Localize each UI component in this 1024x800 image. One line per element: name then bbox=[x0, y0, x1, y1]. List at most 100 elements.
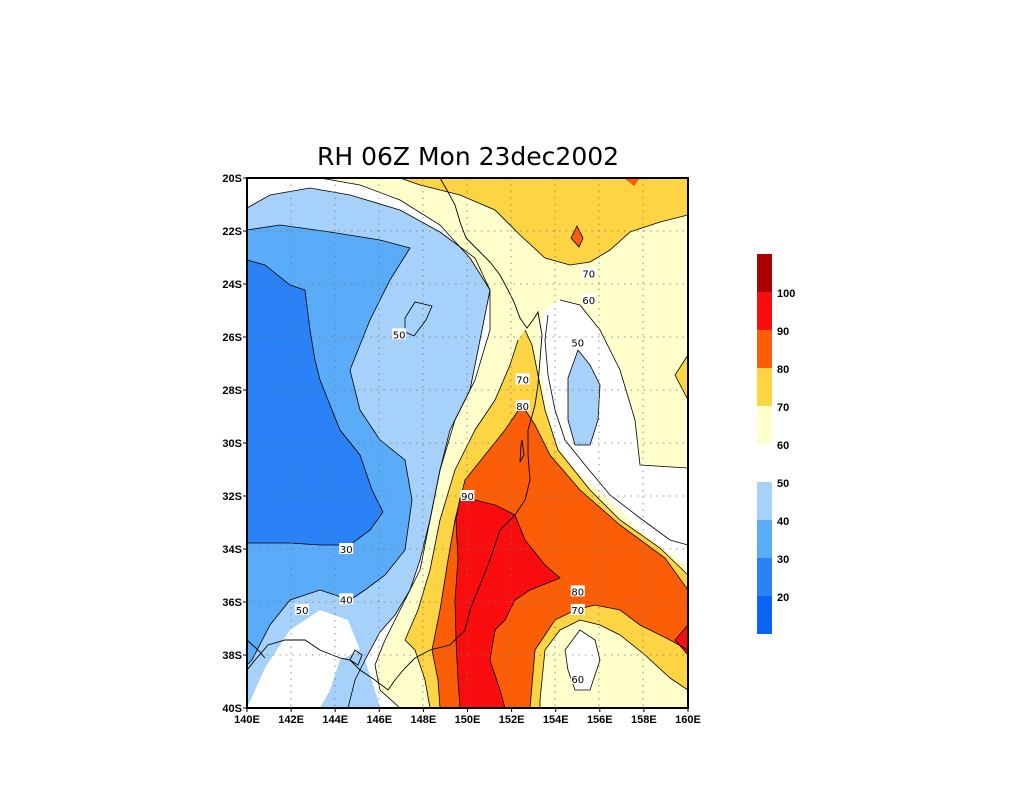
contour-label-bg bbox=[339, 543, 354, 554]
colorbar-swatch bbox=[757, 254, 772, 292]
x-tick-label: 148E bbox=[411, 714, 437, 726]
contour-label-text: 70 bbox=[571, 606, 584, 617]
contour-label: 70 bbox=[581, 267, 596, 280]
colorbar-label: 100 bbox=[777, 288, 795, 300]
contour-label: 60 bbox=[581, 293, 596, 307]
x-tick-label: 160E bbox=[675, 714, 701, 726]
contour-label-bg bbox=[570, 585, 585, 597]
contour-label: 70 bbox=[515, 373, 530, 386]
colorbar-label: 40 bbox=[777, 516, 789, 528]
contour-label-bg bbox=[460, 490, 475, 501]
contour-label-text: 70 bbox=[516, 375, 529, 386]
x-tick-label: 142E bbox=[278, 714, 304, 726]
y-tick-label: 40S bbox=[222, 703, 242, 715]
filled-contours: 50 70 60 50 70 80 90 30 40 50 80 70 60 bbox=[247, 178, 688, 708]
x-tick-label: 158E bbox=[631, 714, 657, 726]
colorbar-swatch bbox=[757, 482, 772, 520]
contour-label-bg bbox=[515, 399, 530, 411]
colorbar-swatch bbox=[757, 368, 772, 406]
coastline-tasmania-strait bbox=[247, 639, 266, 659]
colorbar: 100 90 80 70 60 50 40 30 20 bbox=[757, 254, 795, 634]
colorbar-label: 90 bbox=[777, 326, 789, 338]
contour-label-text: 60 bbox=[571, 675, 584, 686]
contour-label-text: 70 bbox=[582, 269, 595, 280]
y-tick-label: 36S bbox=[222, 597, 242, 609]
contour-label-bg bbox=[581, 293, 596, 305]
contour-label: 40 bbox=[339, 593, 354, 606]
rh-region-40-50-east bbox=[568, 350, 600, 445]
y-tick-label: 32S bbox=[222, 491, 242, 503]
contour-label: 80 bbox=[515, 399, 530, 413]
colorbar-label: 20 bbox=[777, 592, 789, 604]
colorbar-label: 60 bbox=[777, 440, 789, 452]
rh-hole-50 bbox=[405, 302, 432, 336]
rh-region-80-90-tip bbox=[624, 178, 640, 186]
contour-label-bg bbox=[515, 373, 530, 385]
contour-labels: 50 70 60 50 70 80 90 30 40 50 80 70 60 bbox=[295, 267, 596, 686]
colorbar-swatch bbox=[757, 520, 772, 558]
contour-label-bg bbox=[581, 267, 596, 279]
colorbar-swatch bbox=[757, 292, 772, 330]
contour-label: 80 bbox=[570, 585, 585, 598]
contour-lines bbox=[247, 178, 688, 708]
contour-label: 60 bbox=[570, 672, 585, 686]
contour-label-text: 40 bbox=[340, 595, 353, 606]
rh-region-white-sw bbox=[247, 610, 360, 708]
contour-label-text: 90 bbox=[461, 492, 474, 503]
x-tick-label: 146E bbox=[366, 714, 392, 726]
contour-label: 70 bbox=[570, 603, 585, 617]
contour-label-text: 80 bbox=[571, 587, 584, 598]
x-tick-label: 150E bbox=[455, 714, 481, 726]
x-tick-label: 154E bbox=[543, 714, 569, 726]
colorbar-label: 30 bbox=[777, 554, 789, 566]
contour-label: 30 bbox=[339, 543, 354, 556]
y-tick-label: 34S bbox=[222, 544, 242, 556]
colorbar-label: 80 bbox=[777, 364, 789, 376]
contour-label-text: 30 bbox=[340, 545, 353, 556]
contour-label: 50 bbox=[570, 336, 585, 349]
rh-region-90-100-east bbox=[675, 625, 688, 655]
x-tick-label: 140E bbox=[234, 714, 260, 726]
y-tick-label: 26S bbox=[222, 332, 242, 344]
rh-region-80-90 bbox=[432, 405, 688, 708]
y-tick-label: 30S bbox=[222, 438, 242, 450]
contour-label-text: 50 bbox=[393, 330, 406, 341]
y-tick-label: 38S bbox=[222, 650, 242, 662]
rh-region-70-80-east bbox=[675, 355, 688, 400]
y-tick-label: 24S bbox=[222, 279, 242, 291]
colorbar-label: 50 bbox=[777, 478, 789, 490]
coastline bbox=[247, 178, 543, 691]
contour-label-bg bbox=[570, 603, 585, 615]
contour-label: 50 bbox=[295, 603, 310, 617]
coastline-gulf bbox=[349, 649, 363, 666]
colorbar-swatch bbox=[757, 558, 772, 596]
rh-region-40-50-south bbox=[322, 650, 380, 708]
rh-region-80-90-small bbox=[571, 226, 583, 247]
contour-label-bg bbox=[339, 593, 354, 605]
map-title: RH 06Z Mon 23dec2002 bbox=[317, 142, 619, 171]
x-tick-label: 156E bbox=[587, 714, 613, 726]
contour-label: 50 bbox=[392, 328, 407, 341]
x-tick-label: 152E bbox=[499, 714, 525, 726]
contour-label-bg bbox=[295, 603, 310, 615]
contour-label-text: 80 bbox=[516, 402, 529, 413]
rh-region-20-30 bbox=[247, 260, 383, 545]
colorbar-label: 70 bbox=[777, 402, 789, 414]
contour-label: 90 bbox=[460, 490, 475, 503]
contour-label-bg bbox=[570, 336, 585, 348]
colorbar-swatch bbox=[757, 330, 772, 368]
y-tick-label: 22S bbox=[222, 226, 242, 238]
y-axis: 20S 22S 24S 26S 28S 30S 32S 34S 36S 38S 40S bbox=[222, 173, 247, 715]
contour-label-text: 50 bbox=[296, 606, 309, 617]
x-tick-label: 144E bbox=[322, 714, 348, 726]
contour-label-text: 50 bbox=[571, 338, 584, 349]
x-axis: 140E 142E 144E 146E 148E 150E 152E 154E 156E 158E… bbox=[234, 708, 701, 726]
colorbar-swatch bbox=[757, 596, 772, 634]
contour-label-text: 60 bbox=[582, 296, 595, 307]
rh-region-90-100 bbox=[455, 498, 560, 708]
y-tick-label: 28S bbox=[222, 385, 242, 397]
colorbar-swatch bbox=[757, 406, 772, 444]
contour-label-bg bbox=[392, 328, 407, 340]
y-tick-label: 20S bbox=[222, 173, 242, 185]
